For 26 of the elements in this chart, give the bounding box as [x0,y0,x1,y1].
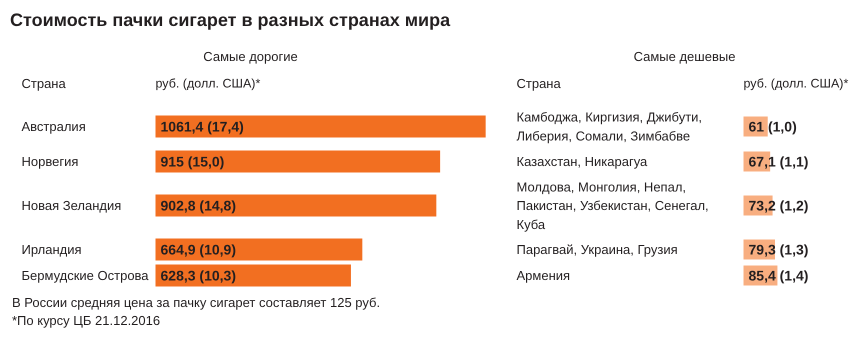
y-axis-title: Страна [22,76,66,91]
text: *По курсу ЦБ 21.12.2016 [12,312,160,328]
x-axis-title: руб. (долл. США)* [156,76,260,90]
data-label: 85,4 (1,4) [748,268,808,284]
chart-title: Стоимость пачки сигарет в разных странах мира [10,9,450,32]
data-label: 1061,4 (17,4) [160,118,244,134]
category-label: Австралия [22,119,86,134]
annotation: В России средняя цена за пачку сигарет составляет 125 руб. [12,295,380,310]
category-label: Норвегия [22,154,78,169]
y-axis-title: Страна [516,76,562,91]
data-label: 915 (15,0) [160,154,224,170]
x-axis-title: руб. (долл. США)* [744,76,848,90]
category-label: Молдова, Монголия, Непал, Пакистан, Узбекистан, Сенегал, Куба [516,179,709,232]
category-label: Бермудские Острова [22,268,149,283]
data-label: 664,9 (10,9) [160,242,236,258]
category-label: Новая Зеландия [22,198,122,213]
data-label: 902,8 (14,8) [160,198,236,214]
data-label: 61 (1,0) [748,118,797,134]
data-label: 628,3 (10,3) [160,268,236,284]
category-label: Камбоджа, Киргизия, Джибути, Либерия, Сомали, Зимбабве [516,110,702,144]
chart-subtitle: Самые дешевые [634,49,736,64]
category-label: Казахстан, Никарагуа [516,154,648,169]
category-label: Ирландия [22,242,82,257]
category-label: Армения [516,268,570,283]
category-label: Парагвай, Украина, Грузия [516,242,678,257]
chart-subtitle: Самые дорогие [203,49,298,64]
